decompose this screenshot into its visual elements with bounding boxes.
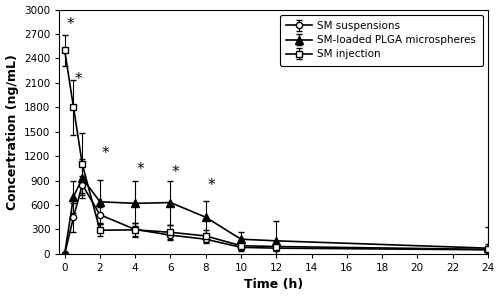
Legend: SM suspensions, SM-loaded PLGA microspheres, SM injection: SM suspensions, SM-loaded PLGA microsphe… [280, 15, 482, 66]
Text: *: * [136, 162, 144, 178]
X-axis label: Time (h): Time (h) [244, 279, 303, 291]
Text: *: * [75, 72, 82, 87]
Text: *: * [102, 146, 109, 161]
Text: *: * [207, 178, 215, 193]
Text: *: * [172, 165, 180, 180]
Text: *: * [66, 17, 74, 32]
Y-axis label: Concertration (ng/mL): Concertration (ng/mL) [6, 54, 18, 210]
